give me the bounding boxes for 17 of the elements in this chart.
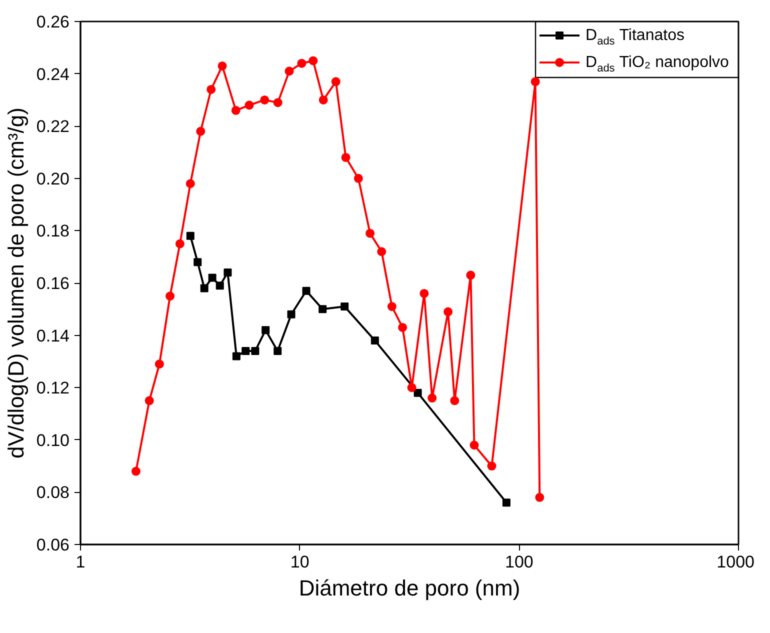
y-tick-label: 0.22	[36, 117, 70, 136]
y-tick-label: 0.14	[36, 326, 70, 346]
y-tick-label: 0.26	[36, 12, 70, 32]
x-axis-title: Diámetro de poro (nm)	[298, 576, 520, 600]
y-tick-label: 0.06	[36, 536, 70, 554]
y-tick-label: 0.18	[36, 222, 70, 241]
y-tick-label: 0.10	[36, 430, 70, 450]
x-tick-label: 1	[76, 552, 86, 572]
x-tick-label: 100	[504, 552, 534, 572]
y-tick-label: 0.08	[36, 483, 70, 502]
y-tick-label: 0.24	[36, 64, 70, 84]
y-tick-label: 0.16	[36, 274, 70, 293]
y-tick-label: 0.12	[36, 378, 70, 398]
y-tick-label: 0.20	[36, 169, 70, 188]
x-tick-label: 10	[290, 552, 310, 572]
y-axis-title: dV/dlog(D) volumen de poro (cm³/g)	[3, 108, 28, 458]
x-tick-label: 1000	[716, 552, 755, 572]
